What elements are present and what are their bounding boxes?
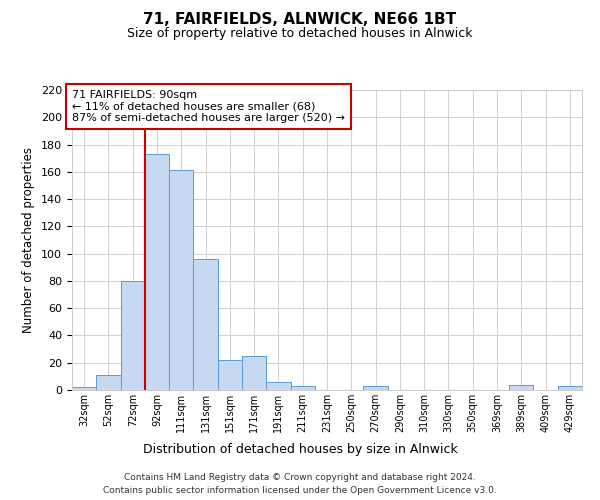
Bar	[290, 386, 315, 390]
Text: Size of property relative to detached houses in Alnwick: Size of property relative to detached ho…	[127, 28, 473, 40]
Bar	[509, 384, 533, 390]
Bar	[242, 356, 266, 390]
Text: 71, FAIRFIELDS, ALNWICK, NE66 1BT: 71, FAIRFIELDS, ALNWICK, NE66 1BT	[143, 12, 457, 28]
Bar	[145, 154, 169, 390]
Text: Distribution of detached houses by size in Alnwick: Distribution of detached houses by size …	[143, 442, 457, 456]
Text: Contains HM Land Registry data © Crown copyright and database right 2024.: Contains HM Land Registry data © Crown c…	[124, 474, 476, 482]
Bar	[121, 281, 145, 390]
Y-axis label: Number of detached properties: Number of detached properties	[22, 147, 35, 333]
Text: Contains public sector information licensed under the Open Government Licence v3: Contains public sector information licen…	[103, 486, 497, 495]
Bar	[72, 388, 96, 390]
Bar	[266, 382, 290, 390]
Bar	[96, 375, 121, 390]
Bar	[364, 386, 388, 390]
Bar	[218, 360, 242, 390]
Bar	[193, 259, 218, 390]
Text: 71 FAIRFIELDS: 90sqm
← 11% of detached houses are smaller (68)
87% of semi-detac: 71 FAIRFIELDS: 90sqm ← 11% of detached h…	[72, 90, 345, 123]
Bar	[169, 170, 193, 390]
Bar	[558, 386, 582, 390]
